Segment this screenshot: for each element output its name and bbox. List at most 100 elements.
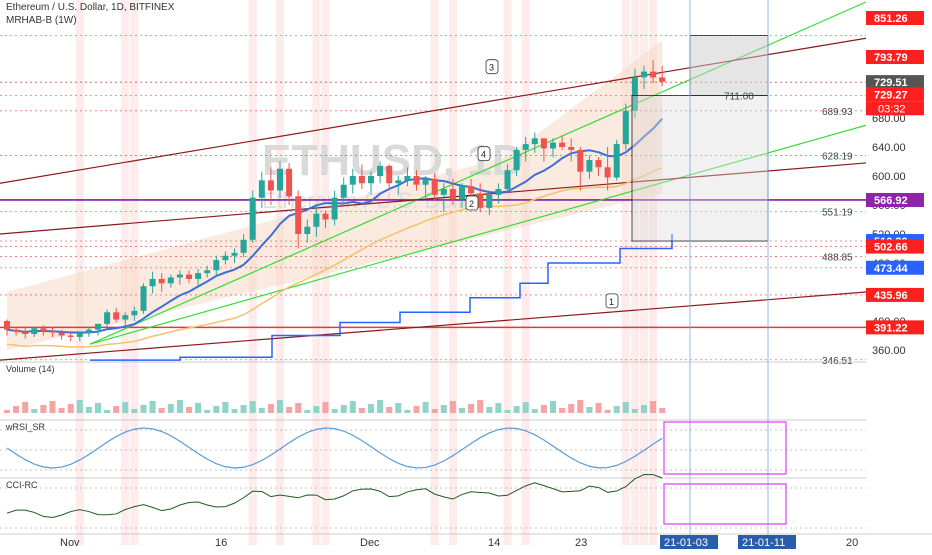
time-axis-tick: 20 [846,537,858,549]
volume-bar [313,406,320,413]
volume-bar [4,410,10,413]
wave-label: 2 [469,199,474,209]
volume-pane-title: Volume (14) [6,364,55,374]
volume-bar [140,405,147,413]
level-label: 689.93 [822,107,853,118]
candle-body [277,168,283,191]
volume-bar [113,406,120,413]
volume-bar [586,407,593,413]
volume-bar [613,406,620,413]
rsi-pane-title: wRSI_SR [5,422,46,432]
price-tag-box [866,50,924,64]
candle-body [113,312,120,320]
wave-label-box [605,293,619,309]
price-tag-text: 729.51 [874,77,908,89]
volume-bar [322,402,329,413]
volume-bar [495,403,502,413]
signal-zone [521,0,530,545]
candle-body [577,149,584,172]
volume-bar [249,401,256,413]
candle-body [595,160,602,168]
candle-body [459,186,465,200]
volume-bar [559,408,566,413]
trendline-mid [0,162,867,235]
rsi-annotation-box [663,421,787,475]
candle-body [331,197,338,220]
candle-body [158,278,165,284]
volume-bar [122,402,129,413]
price-tag-text: 435.96 [874,290,908,302]
candle-body [286,168,293,197]
candle-body [340,184,347,198]
time-axis-tick: Nov [60,537,80,549]
candle-body [368,176,374,184]
candle-body [486,194,493,208]
candle-body [267,180,274,191]
candle-body [95,323,101,330]
volume-bar [368,404,374,413]
candle-body [349,176,356,185]
candle-body [622,110,629,145]
price-tag-box [866,260,924,275]
candle-body [213,260,220,271]
volume-bar [577,400,584,413]
candle-body [531,138,538,145]
volume-bar [286,407,293,413]
candle-body [613,144,620,178]
candle-body [641,71,647,78]
price-tag-text: 793.79 [874,52,908,64]
price-tag-box [866,11,924,25]
volume-bar [304,410,311,413]
volume-bar [204,410,211,413]
price-tag-box [866,239,924,254]
level-label: 711.00 [724,92,754,103]
volume-bar [31,409,38,413]
volume-bar [76,400,83,413]
candle-body [322,213,329,220]
wave-label: 1 [609,297,614,307]
candle-body [58,332,65,336]
volume-bar [331,409,338,413]
price-axis-tick: 640.00 [872,142,906,154]
volume-bar [413,406,420,413]
price-tag-box [866,75,924,90]
projection-box-upper [689,35,769,96]
candle-body [413,176,420,185]
candle-body [204,270,211,274]
volume-bar [95,403,101,413]
price-tag-text: 473.44 [874,263,909,275]
volume-bar [277,400,283,413]
candle-body [431,178,438,195]
rsi-line [6,427,663,469]
volume-bar [431,409,438,413]
candle-body [258,180,265,198]
candle-body [222,255,229,261]
candle-body [395,180,402,184]
signal-zone [621,0,630,545]
cci-pane-title: CCI-RC [6,480,38,490]
candle-body [231,252,238,256]
candle-body [513,149,520,171]
countdown-text: 03:32 [878,103,906,115]
candle-body [22,331,29,335]
level-label: 488.85 [822,253,853,264]
volume-bar [659,408,666,413]
volume-bar [513,406,520,413]
candle-body [249,197,256,240]
candle-body [176,274,183,278]
price-axis-tick: 600.00 [872,171,906,183]
volume-bar [58,408,65,413]
volume-bar [213,406,220,413]
price-tag-box [866,320,924,335]
cci-annotation-box [663,483,787,525]
symbol-title: Ethereum / U.S. Dollar, 1D, BITFINEX [6,2,175,13]
price-tag-box [866,192,924,207]
candle-body [386,165,393,184]
candle-body [604,167,611,178]
signal-zone [649,0,658,545]
candle-body [631,77,638,111]
candle-body [586,160,593,172]
volume-bar [395,403,402,413]
